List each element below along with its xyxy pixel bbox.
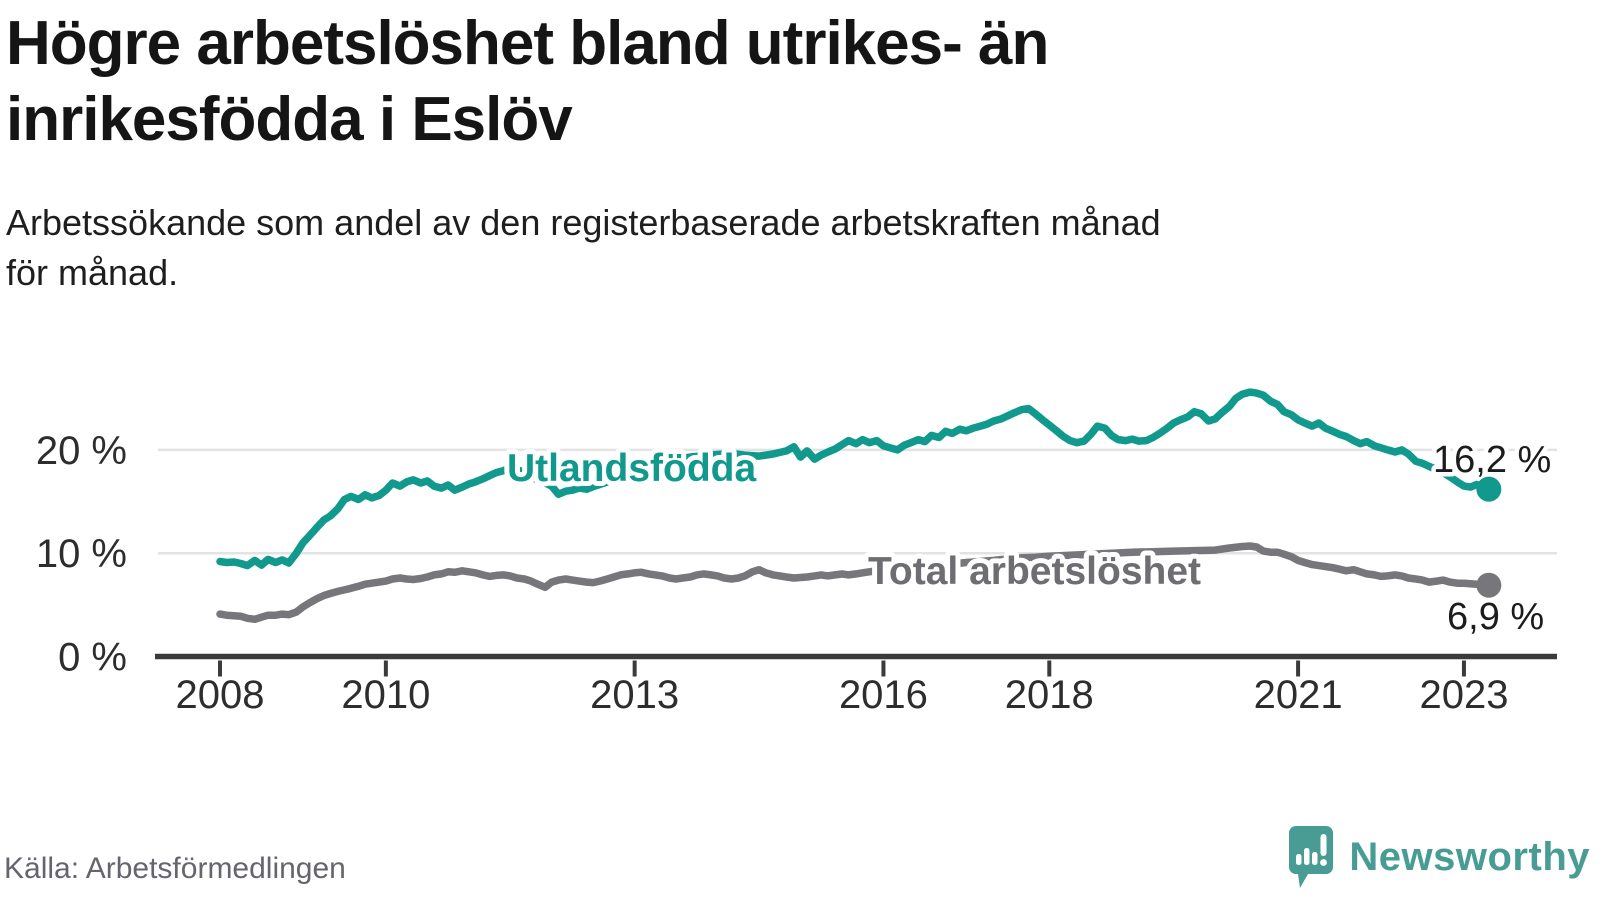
title-line-2: inrikesfödda i Eslöv	[6, 85, 573, 154]
endpoint-dot-total-arbetsl-shet	[1476, 572, 1502, 598]
y-tick-label-20-percent: 20 %	[36, 429, 127, 473]
brand-logo: Newsworthy	[1287, 824, 1590, 890]
chart-subtitle: Arbetssökande som andel av den registerb…	[6, 198, 1566, 298]
x-tick-label-2021: 2021	[1254, 673, 1343, 717]
end-value-label-total-arbetsl-shet: 6,9 %	[1447, 596, 1544, 638]
source-note: Källa: Arbetsförmedlingen	[4, 852, 346, 885]
x-tick-label-2013: 2013	[590, 673, 679, 717]
line-total-arbetsl-shet	[216, 542, 1493, 624]
line-utlandsf-dda	[216, 388, 1493, 570]
line-chart: 2008 2010 2013 2016 2018 2021 2023 0 % 10 % 20 % U…	[36, 388, 1557, 717]
page-title: Högre arbetslöshet bland utrikes- än inr…	[6, 6, 1566, 158]
end-value-label-utlandsf-dda: 16,2 %	[1433, 439, 1551, 481]
y-tick-label-0-percent: 0 %	[58, 636, 127, 680]
x-tick-label-2016: 2016	[839, 673, 928, 717]
endpoint-dot-utlandsf-dda	[1476, 476, 1502, 502]
newsworthy-speech-bubble-icon	[1289, 826, 1334, 888]
title-line-1: Högre arbetslöshet bland utrikes- än	[6, 9, 1049, 78]
series-label-utlandsf-dda: Utlandsfödda	[507, 447, 756, 490]
subtitle-line-2: för månad.	[6, 252, 179, 293]
series-label-total-arbetsl-shet: Total arbetslöshet	[868, 550, 1201, 593]
y-tick-label-10-percent: 10 %	[36, 532, 127, 576]
x-tick-label-2010: 2010	[341, 673, 430, 717]
brand-name: Newsworthy	[1349, 834, 1590, 879]
x-tick-label-2018: 2018	[1005, 673, 1094, 717]
x-tick-label-2008: 2008	[176, 673, 265, 717]
x-tick-label-2023: 2023	[1419, 673, 1508, 717]
subtitle-line-1: Arbetssökande som andel av den registerb…	[6, 202, 1161, 243]
